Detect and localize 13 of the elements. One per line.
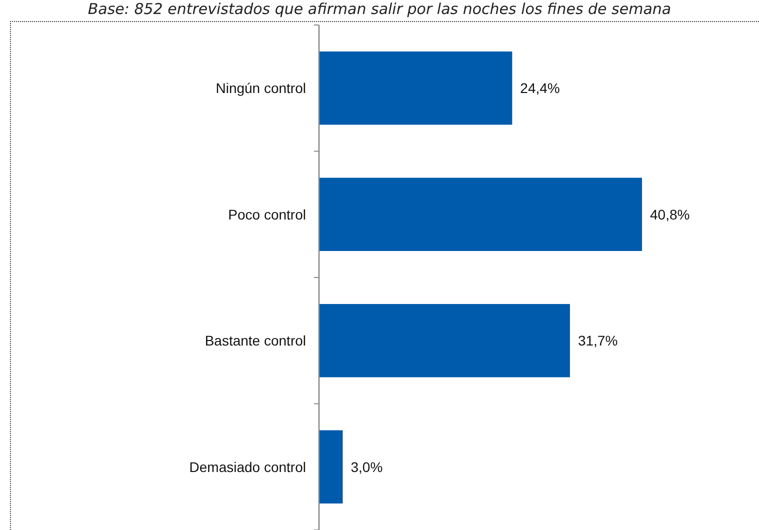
y-tick-label: Ningún control xyxy=(216,80,306,96)
chart-subtitle: Base: 852 entrevistados que afirman salir por las noches los fines de semana xyxy=(88,0,672,18)
data-label: 40,8% xyxy=(650,206,690,222)
data-label: 3,0% xyxy=(350,458,383,475)
y-tick-label: Bastante control xyxy=(204,332,306,349)
data-label: 31,7% xyxy=(578,332,618,349)
data-label: 24,4% xyxy=(520,80,560,96)
bar xyxy=(319,304,570,378)
bar xyxy=(319,430,343,504)
y-tick-label: Poco control xyxy=(228,206,306,222)
bar xyxy=(319,52,512,125)
bar xyxy=(319,178,642,251)
y-tick-label: Demasiado control xyxy=(189,458,306,475)
